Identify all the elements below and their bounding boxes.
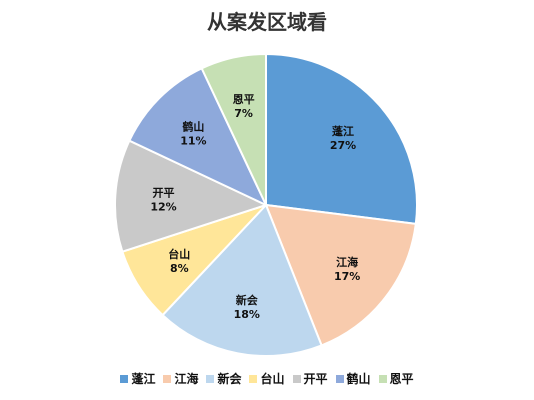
- legend-item: 新会: [206, 370, 241, 387]
- legend-swatch: [163, 374, 172, 383]
- legend-label: 新会: [217, 372, 242, 386]
- legend-label: 恩平: [389, 372, 414, 386]
- pie-slice-7: [200, 52, 267, 206]
- legend-label: 开平: [303, 372, 328, 386]
- legend-label: 江海: [174, 372, 199, 386]
- legend-item: 开平: [292, 370, 328, 387]
- slice-category-label: 江海: [336, 255, 358, 269]
- slice-percent-label: 8%: [170, 262, 189, 275]
- legend-swatch: [120, 374, 129, 383]
- pie-slice-1: [265, 52, 418, 226]
- slice-percent-label: 17%: [334, 270, 360, 283]
- slice-percent-label: 7%: [234, 107, 253, 120]
- legend-swatch: [249, 374, 258, 383]
- slice-percent-label: 12%: [150, 201, 176, 214]
- legend-item: 江海: [163, 370, 198, 387]
- legend-label: 台山: [260, 372, 285, 386]
- slice-category-label: 蓬江: [332, 124, 354, 138]
- chart-legend: 蓬江 江海 新会 台山 开平 鹤山 恩平: [0, 370, 534, 387]
- legend-label: 鹤山: [346, 372, 371, 386]
- legend-item: 鹤山: [335, 370, 371, 387]
- chart-title: 从案发区域看: [207, 10, 327, 34]
- legend-item: 台山: [249, 370, 285, 387]
- legend-swatch: [206, 374, 215, 383]
- slice-category-label: 台山: [168, 247, 190, 261]
- legend-swatch: [335, 374, 344, 383]
- legend-swatch: [292, 374, 301, 383]
- legend-label: 蓬江: [131, 372, 156, 386]
- legend-swatch: [378, 374, 387, 383]
- pie-slices: [114, 52, 418, 357]
- legend-item: 恩平: [378, 370, 414, 387]
- slice-percent-label: 27%: [330, 139, 356, 152]
- pie-slice-6: [128, 67, 269, 208]
- slice-category-label: 开平: [153, 187, 175, 200]
- slice-category-label: 新会: [236, 293, 259, 307]
- pie-slice-3: [161, 203, 323, 357]
- slice-percent-label: 18%: [234, 308, 260, 321]
- pie-slice-5: [114, 139, 269, 253]
- slice-category-label: 恩平: [233, 93, 255, 106]
- slice-category-label: 鹤山: [182, 119, 204, 133]
- legend-item: 蓬江: [120, 370, 155, 387]
- slice-percent-label: 11%: [180, 134, 206, 147]
- pie-slice-2: [264, 203, 417, 347]
